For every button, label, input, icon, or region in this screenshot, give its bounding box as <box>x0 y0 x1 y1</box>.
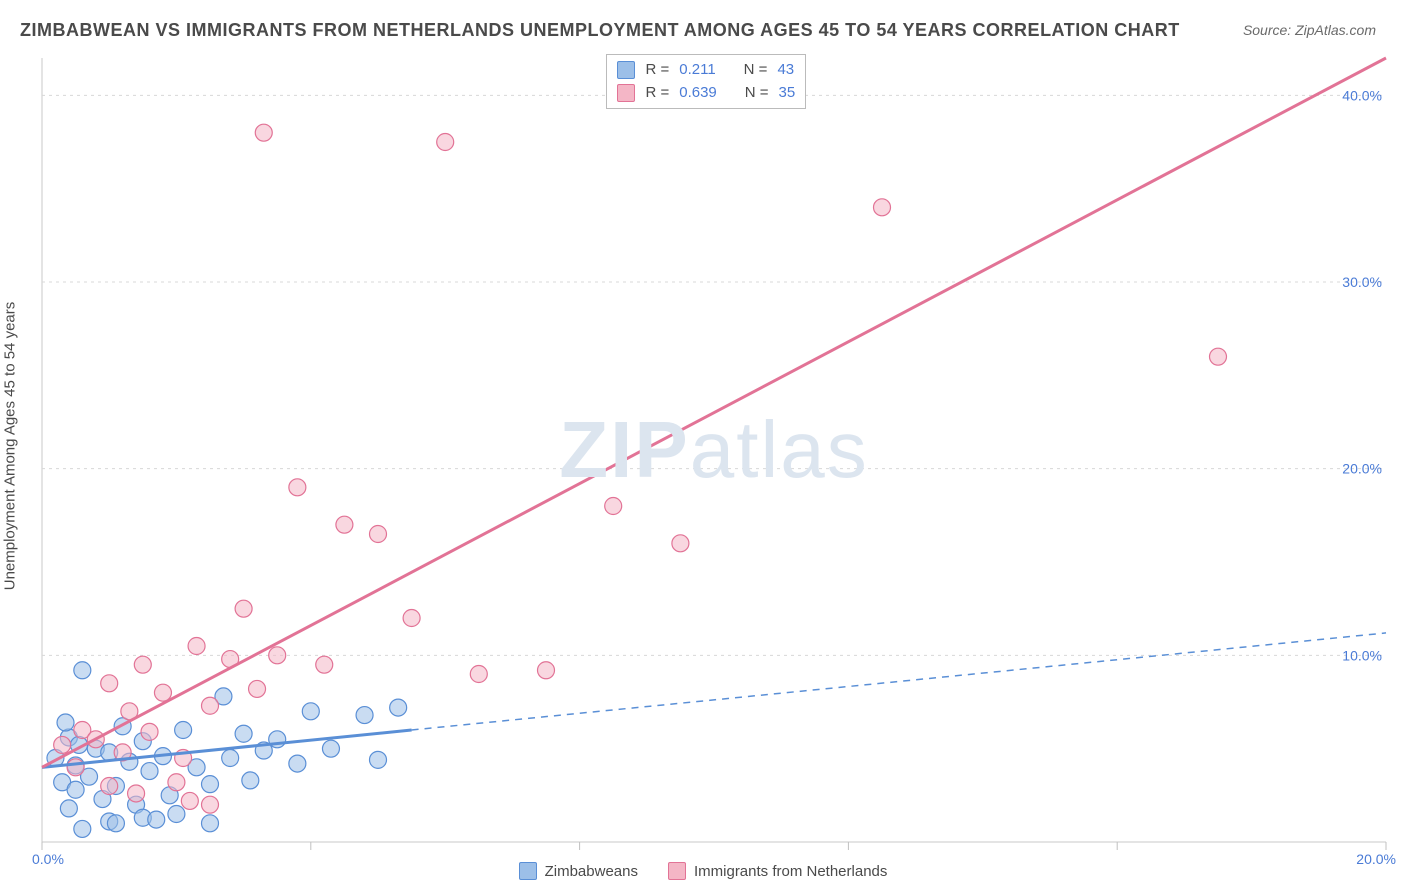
swatch-series2-icon <box>617 84 635 102</box>
plot-area: 10.0%20.0%30.0%40.0%0.0%20.0% ZIPatlas R… <box>42 58 1386 842</box>
svg-text:40.0%: 40.0% <box>1342 87 1382 103</box>
chart-title: ZIMBABWEAN VS IMMIGRANTS FROM NETHERLAND… <box>20 20 1180 41</box>
legend-item-2: Immigrants from Netherlands <box>668 862 887 880</box>
swatch-series1-icon <box>617 61 635 79</box>
legend-item-1: Zimbabweans <box>519 862 638 880</box>
stats-row-1: R = 0.211 N = 43 <box>617 59 795 82</box>
swatch-series2-icon <box>668 862 686 880</box>
svg-text:10.0%: 10.0% <box>1342 647 1382 663</box>
swatch-series1-icon <box>519 862 537 880</box>
svg-text:30.0%: 30.0% <box>1342 274 1382 290</box>
svg-text:20.0%: 20.0% <box>1342 461 1382 477</box>
series-legend: Zimbabweans Immigrants from Netherlands <box>0 862 1406 880</box>
source-label: Source: ZipAtlas.com <box>1243 22 1376 38</box>
chart-container: ZIMBABWEAN VS IMMIGRANTS FROM NETHERLAND… <box>0 0 1406 892</box>
stats-row-2: R = 0.639 N = 35 <box>617 82 795 105</box>
stats-legend: R = 0.211 N = 43 R = 0.639 N = 35 <box>606 54 806 109</box>
y-axis-title: Unemployment Among Ages 45 to 54 years <box>2 302 19 591</box>
chart-svg: 10.0%20.0%30.0%40.0%0.0%20.0% <box>42 58 1386 842</box>
